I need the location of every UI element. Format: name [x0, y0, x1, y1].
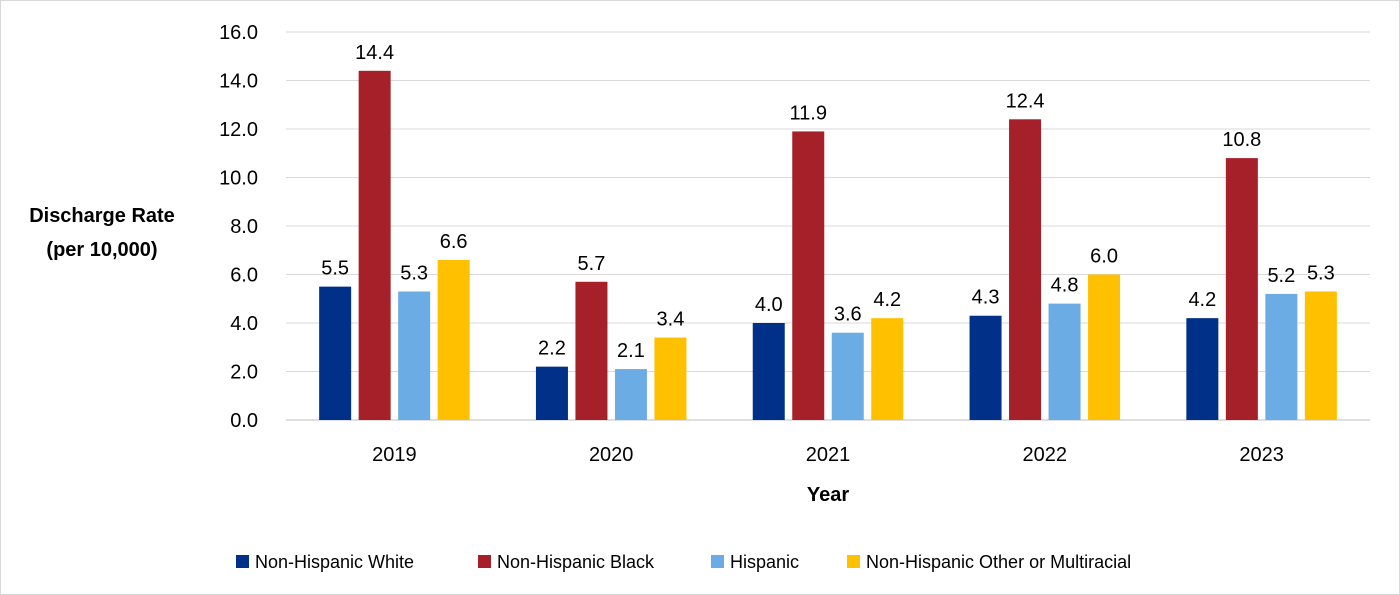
y-tick-label: 14.0 [219, 71, 258, 93]
data-label: 12.4 [1006, 90, 1045, 112]
data-label: 2.2 [538, 338, 566, 360]
x-tick-label: 2023 [1239, 444, 1284, 466]
y-tick-label: 2.0 [230, 362, 258, 384]
bar [437, 259, 470, 420]
data-label: 14.4 [355, 42, 394, 64]
bar [1304, 291, 1337, 420]
bar [1225, 158, 1258, 420]
y-tick-label: 4.0 [230, 313, 258, 335]
bar [575, 281, 608, 420]
data-label: 2.1 [617, 340, 645, 362]
y-tick-label: 12.0 [219, 119, 258, 141]
x-axis-title: Year [807, 484, 849, 506]
data-label: 3.4 [657, 309, 685, 331]
bars [319, 70, 1337, 421]
bar [398, 291, 431, 420]
data-label: 11.9 [790, 102, 827, 124]
data-label: 3.6 [834, 304, 862, 326]
bar [792, 131, 825, 421]
legend-label: Hispanic [730, 552, 799, 572]
bar [1009, 119, 1042, 421]
bar [752, 323, 785, 420]
legend-label: Non-Hispanic White [255, 552, 414, 572]
legend-swatch [711, 555, 724, 568]
data-label: 5.5 [321, 258, 349, 280]
data-labels: 5.5 14.4 5.3 6.6 2.2 5.7 2.1 3.4 4.0 11.9 3.6 4.2 4.… [321, 42, 1335, 362]
data-label: 5.3 [1307, 262, 1335, 284]
data-label: 5.3 [400, 262, 428, 284]
legend-label: Non-Hispanic Other or Multiracial [866, 552, 1131, 572]
data-label: 4.2 [1188, 289, 1216, 311]
bar [1186, 318, 1219, 420]
bar [535, 366, 568, 420]
x-tick-label: 2019 [372, 444, 417, 466]
bar [319, 286, 352, 420]
y-tick-label: 6.0 [230, 265, 258, 287]
legend-swatch [236, 555, 249, 568]
y-axis-ticks: 0.0 2.0 4.0 6.0 8.0 10.0 12.0 14.0 16.0 [219, 22, 258, 432]
bar [614, 369, 647, 420]
y-tick-label: 0.0 [230, 410, 258, 432]
data-label: 5.2 [1267, 265, 1295, 287]
legend-swatch [478, 555, 491, 568]
legend: Non-Hispanic White Non-Hispanic Black Hisp… [236, 552, 1131, 572]
x-tick-label: 2022 [1023, 444, 1068, 466]
bar [1088, 274, 1121, 420]
y-axis-title-line1: Discharge Rate [29, 205, 175, 227]
bar [654, 337, 687, 420]
data-label: 4.8 [1051, 275, 1079, 297]
y-axis-title-line2: (per 10,000) [46, 239, 157, 261]
bar [871, 318, 904, 420]
bar [358, 70, 391, 421]
data-label: 6.6 [440, 231, 468, 253]
bar [831, 332, 864, 420]
x-tick-label: 2021 [806, 444, 851, 466]
x-tick-label: 2020 [589, 444, 634, 466]
data-label: 4.3 [972, 287, 1000, 309]
x-axis-ticks: 2019 2020 2021 2022 2023 [372, 444, 1284, 466]
data-label: 5.7 [578, 253, 606, 275]
bar [1048, 303, 1081, 420]
legend-swatch [847, 555, 860, 568]
data-label: 6.0 [1090, 246, 1118, 268]
y-tick-label: 10.0 [219, 168, 258, 190]
y-tick-label: 16.0 [219, 22, 258, 44]
data-label: 4.2 [873, 289, 901, 311]
data-label: 4.0 [755, 294, 783, 316]
y-tick-label: 8.0 [230, 216, 258, 238]
legend-label: Non-Hispanic Black [497, 552, 655, 572]
bar [969, 315, 1002, 420]
bar [1265, 293, 1298, 420]
data-label: 10.8 [1222, 129, 1261, 151]
